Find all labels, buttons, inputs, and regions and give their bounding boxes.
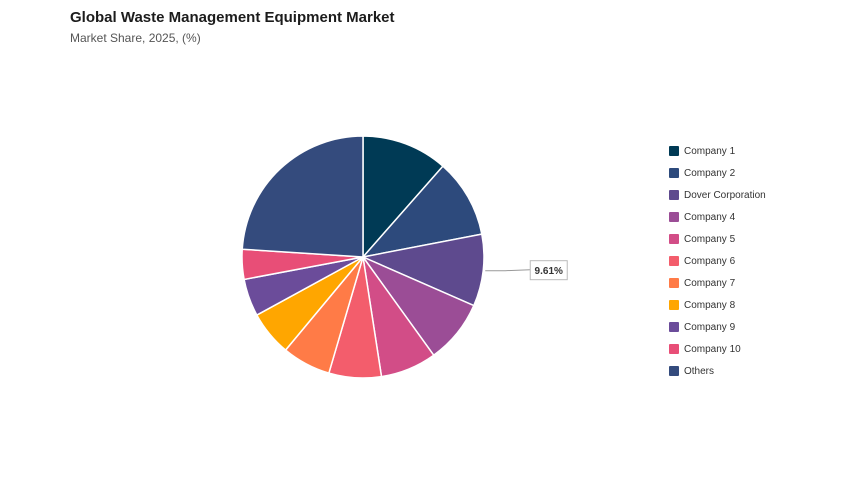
pie-slice-others[interactable] [241,135,364,258]
legend-swatch [669,322,679,332]
legend-swatch [669,278,679,288]
legend-item[interactable]: Company 5 [669,228,766,250]
legend-item[interactable]: Dover Corporation [669,184,766,206]
legend-item[interactable]: Company 8 [669,294,766,316]
legend-label: Company 7 [684,277,736,289]
data-label: 9.61% [535,266,563,277]
legend-swatch [669,256,679,266]
legend-label: Company 4 [684,211,736,223]
legend-label: Company 8 [684,299,736,311]
annotation-leader-line [485,269,531,272]
chart-title: Global Waste Management Equipment Market [70,9,395,26]
legend-label: Company 5 [684,233,736,245]
legend-item[interactable]: Company 10 [669,338,766,360]
chart-subtitle: Market Share, 2025, (%) [70,31,201,45]
legend-swatch [669,168,679,178]
legend-item[interactable]: Company 6 [669,250,766,272]
pie-slice-company-2[interactable] [360,165,483,259]
legend-swatch [669,212,679,222]
legend-label: Company 10 [684,343,741,355]
legend-item[interactable]: Company 9 [669,316,766,338]
legend-item[interactable]: Company 1 [669,140,766,162]
legend-swatch [669,234,679,244]
legend-item[interactable]: Company 2 [669,162,766,184]
legend-item[interactable]: Others [669,360,766,382]
legend-label: Company 9 [684,321,736,333]
legend-label: Company 2 [684,167,736,179]
chart-legend: Company 1 Company 2 Dover Corporation Compa… [669,140,766,382]
annotation-box [529,260,568,281]
legend-swatch [669,344,679,354]
legend-label: Others [684,365,715,377]
legend-label: Dover Corporation [684,189,766,201]
legend-label: Company 1 [684,145,736,157]
legend-label: Company 6 [684,255,736,267]
legend-item[interactable]: Company 4 [669,206,766,228]
pie-slice-company-1[interactable] [362,135,445,259]
legend-item[interactable]: Company 7 [669,272,766,294]
legend-swatch [669,366,679,376]
legend-swatch [669,300,679,310]
legend-swatch [669,190,679,200]
legend-swatch [669,146,679,156]
